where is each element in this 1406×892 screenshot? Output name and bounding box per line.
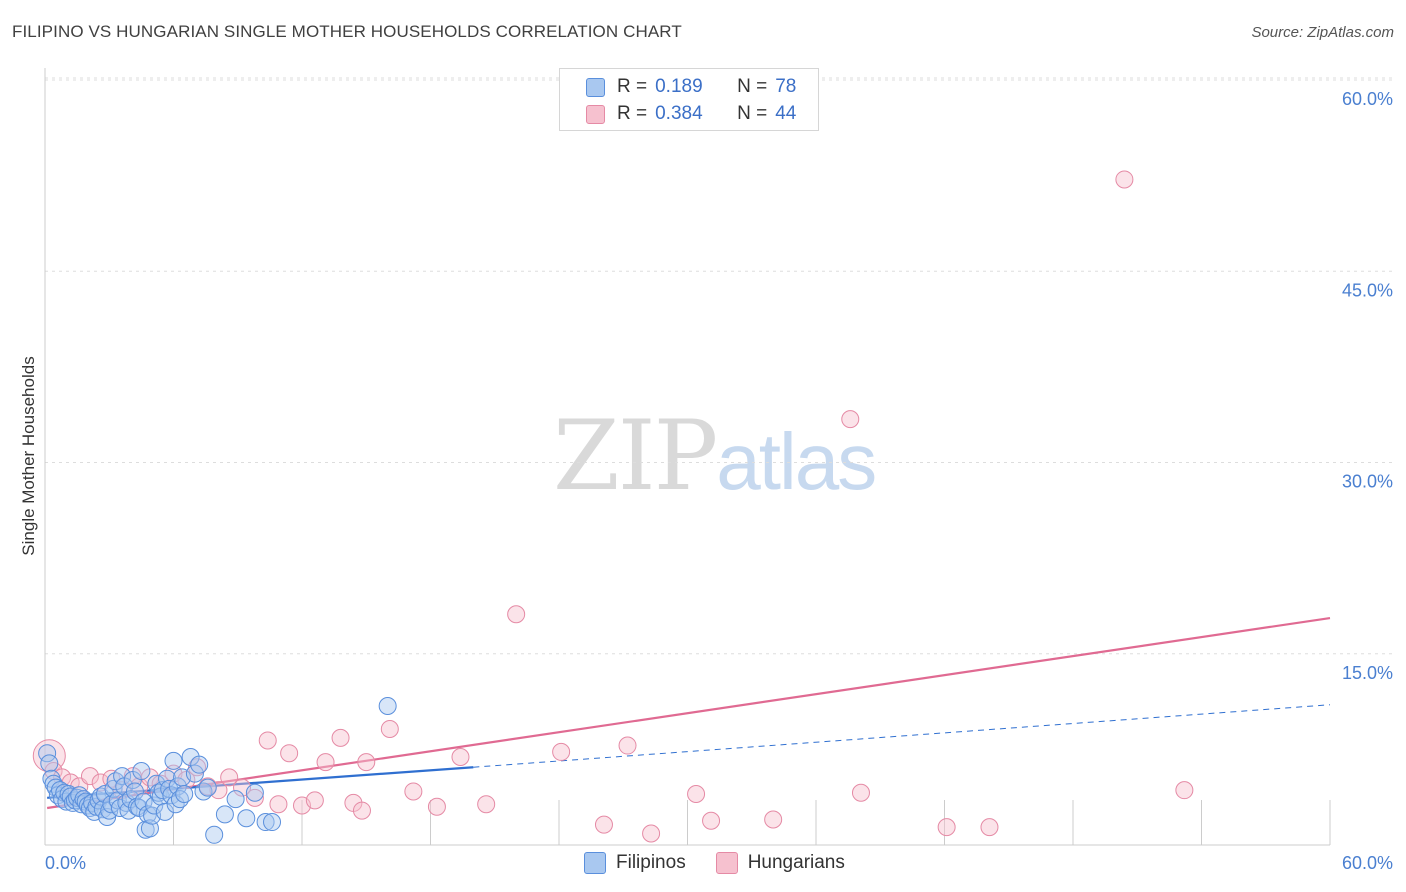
watermark: ZIPatlas (553, 400, 877, 512)
legend-row-hungarians: R = 0.384 N = 44 (586, 103, 796, 125)
r-label: R = (617, 103, 648, 124)
point-filipinos (263, 813, 282, 832)
trend-line-hungarians (46, 616, 1331, 810)
point-hungarians (269, 795, 288, 814)
point-filipinos (205, 825, 224, 844)
trend-line-filipinos-extension (473, 704, 1331, 768)
pink-swatch (586, 104, 605, 124)
point-hungarians (1175, 781, 1194, 800)
point-filipinos (175, 785, 194, 803)
point-filipinos (164, 751, 183, 770)
point-hungarians (188, 758, 207, 777)
y-tick-label: 15.0% (1342, 663, 1393, 683)
point-filipinos (226, 790, 245, 809)
point-hungarians (220, 768, 239, 787)
point-hungarians (937, 818, 956, 837)
watermark-atlas: atlas (716, 417, 877, 506)
point-hungarians (594, 815, 613, 834)
blue-swatch (584, 852, 606, 874)
pink-swatch (715, 852, 738, 874)
source-label: Source: ZipAtlas.com (1251, 24, 1394, 41)
point-filipinos (155, 802, 174, 821)
stats-legend: R = 0.189 N = 78 R = 0.384 N = 44 (559, 68, 819, 131)
legend-label-filipinos: Filipinos (616, 852, 686, 873)
chart-title: FILIPINO VS HUNGARIAN SINGLE MOTHER HOUS… (12, 22, 682, 41)
x-tick-label-max: 60.0% (1342, 853, 1393, 873)
point-filipinos (256, 813, 275, 832)
series-legend: Filipinos Hungarians (584, 852, 875, 874)
point-hungarians (702, 811, 721, 830)
point-filipinos (245, 783, 264, 802)
point-hungarians (642, 824, 661, 843)
y-axis-label: Single Mother Households (19, 356, 38, 555)
tick-labels: 15.0% 30.0% 45.0% 60.0% 0.0% 60.0% (45, 89, 1393, 873)
n-label: N = (737, 76, 768, 97)
point-hungarians (380, 719, 399, 738)
point-hungarians (764, 810, 783, 829)
point-hungarians (305, 791, 324, 810)
y-tick-label: 45.0% (1342, 280, 1393, 300)
point-hungarians (851, 783, 870, 802)
point-hungarians (980, 818, 999, 837)
point-filipinos (237, 809, 256, 828)
point-hungarians (841, 410, 860, 429)
legend-item-hungarians[interactable]: Hungarians (715, 852, 845, 874)
point-filipinos (190, 755, 209, 774)
r-value: 0.189 (655, 76, 703, 97)
blue-swatch (586, 77, 605, 97)
point-filipinos (104, 779, 123, 798)
data-points (32, 170, 1194, 844)
point-filipinos (198, 778, 217, 797)
y-tick-label: 60.0% (1342, 89, 1393, 109)
point-hungarians (258, 731, 277, 750)
legend-row-filipinos: R = 0.189 N = 78 (586, 76, 796, 98)
point-filipinos (162, 786, 181, 805)
point-hungarians (245, 788, 264, 807)
y-tick-label: 30.0% (1342, 472, 1393, 492)
grid-lines (45, 77, 1392, 655)
point-hungarians (618, 736, 637, 755)
point-hungarians (357, 753, 376, 772)
point-hungarians (209, 781, 228, 800)
point-filipinos (185, 764, 204, 783)
n-label: N = (737, 103, 768, 124)
point-filipinos (215, 805, 234, 824)
point-hungarians (687, 785, 706, 803)
point-hungarians (427, 797, 446, 816)
point-hungarians (404, 782, 423, 801)
watermark-zip: ZIP (553, 400, 718, 512)
point-filipinos (153, 781, 172, 800)
point-hungarians (331, 728, 350, 747)
n-value: 78 (775, 76, 797, 97)
legend-item-filipinos[interactable]: Filipinos (584, 852, 686, 874)
point-filipinos (378, 697, 397, 716)
point-hungarians (316, 753, 335, 772)
n-value: 44 (775, 103, 797, 124)
point-hungarians (552, 742, 571, 761)
point-filipinos (119, 801, 138, 820)
point-hungarians (477, 795, 496, 814)
point-hungarians (80, 767, 99, 786)
legend-label-hungarians: Hungarians (747, 852, 845, 873)
point-filipinos (40, 754, 59, 773)
axes (44, 68, 1331, 846)
r-value: 0.384 (655, 103, 703, 124)
point-filipinos (132, 762, 151, 781)
r-label: R = (617, 76, 648, 97)
x-tick-label-min: 0.0% (45, 853, 86, 873)
point-hungarians (1115, 170, 1134, 189)
point-hungarians (280, 744, 299, 763)
point-hungarians (451, 748, 470, 767)
point-hungarians (352, 801, 371, 820)
point-hungarians (507, 605, 526, 624)
